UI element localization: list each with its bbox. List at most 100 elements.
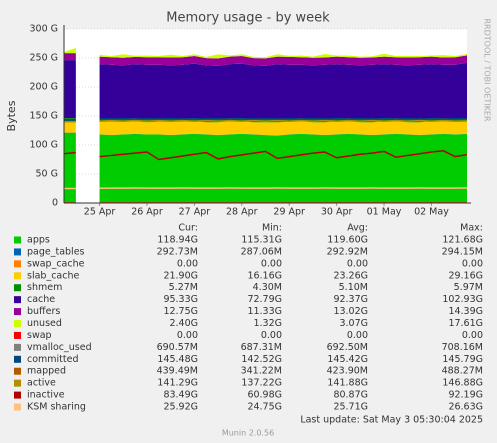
legend-min: 687.31M [241, 342, 282, 353]
legend-avg: 0.00 [347, 258, 368, 269]
legend-min: 16.16G [247, 270, 282, 281]
legend-avg: 692.50M [327, 342, 368, 353]
area [64, 53, 467, 66]
line [64, 187, 468, 190]
x-tick-label: 29 Apr [273, 207, 305, 218]
legend-swatch [14, 272, 21, 280]
legend-avg: 23.26G [333, 270, 368, 281]
last-update: Last update: Sat May 3 05:30:04 2025 [300, 415, 483, 426]
legend-label: swap [27, 330, 52, 341]
watermark: RRDTOOL / TOBI OETIKER [483, 18, 492, 121]
legend-swatch [14, 320, 21, 328]
line [64, 117, 468, 121]
legend-label: active [27, 378, 56, 389]
x-tick-label: 28 Apr [226, 207, 258, 218]
legend-max: 488.27M [442, 366, 483, 377]
y-tick-label: 300 G [29, 24, 58, 35]
legend-swatch [14, 296, 21, 304]
line [64, 119, 468, 123]
legend-max: 17.61G [448, 318, 483, 329]
legend-cur: 95.33G [163, 294, 198, 305]
legend-label: cache [27, 294, 55, 305]
area [64, 121, 467, 136]
legend-label: swap_cache [27, 258, 85, 269]
legend-cur: 5.27M [169, 282, 198, 293]
y-tick-label: 0 [52, 198, 58, 209]
legend-avg: 145.42G [327, 354, 368, 365]
legend-max: 26.63G [448, 402, 483, 413]
legend-min: 24.75G [247, 402, 282, 413]
legend-swatch [14, 284, 21, 292]
legend-cur: 21.90G [163, 270, 198, 281]
column-header: Max: [460, 223, 483, 234]
legend-swatch [14, 260, 21, 268]
legend-avg: 0.00 [347, 330, 368, 341]
legend-cur: 292.73M [157, 246, 198, 257]
x-tick-label: 02 May [414, 207, 449, 218]
legend-avg: 13.02G [333, 306, 368, 317]
legend-avg: 3.07G [339, 318, 368, 329]
legend-min: 115.31G [241, 235, 282, 246]
legend-max: 146.88G [442, 378, 483, 389]
area [64, 47, 467, 59]
chart-title: Memory usage - by week [166, 11, 330, 26]
legend-cur: 439.49M [157, 366, 198, 377]
legend-label: committed [27, 354, 79, 365]
legend-max: 92.19G [448, 390, 483, 401]
legend-min: 137.22G [241, 378, 282, 389]
legend-label: unused [27, 318, 62, 329]
legend-swatch [14, 391, 21, 399]
x-tick-label: 01 May [367, 207, 402, 218]
legend-swatch [14, 236, 21, 244]
legend-max: 145.79G [442, 354, 483, 365]
legend-avg: 92.37G [333, 294, 368, 305]
legend-max: 102.93G [442, 294, 483, 305]
legend-cur: 12.75G [163, 306, 198, 317]
legend-cur: 118.94G [157, 235, 198, 246]
legend-cur: 0.00 [177, 258, 198, 269]
legend-min: 142.52G [241, 354, 282, 365]
area [64, 132, 467, 203]
legend-cur: 2.40G [169, 318, 198, 329]
legend-max: 5.97M [454, 282, 483, 293]
legend-label: page_tables [27, 246, 85, 257]
legend-avg: 80.87G [333, 390, 368, 401]
legend-swatch [14, 379, 21, 387]
legend-min: 72.79G [247, 294, 282, 305]
legend-min: 0.00 [261, 330, 282, 341]
area [64, 60, 467, 120]
legend-min: 0.00 [261, 258, 282, 269]
legend-label: apps [27, 235, 50, 246]
legend-min: 287.06M [241, 246, 282, 257]
legend-label: mapped [27, 366, 66, 377]
legend-label: vmalloc_used [27, 342, 92, 353]
x-tick-label: 27 Apr [179, 207, 211, 218]
x-tick-label: 25 Apr [84, 207, 116, 218]
legend-min: 4.30M [253, 282, 282, 293]
legend-label: buffers [27, 306, 60, 317]
y-axis-label: Bytes [5, 100, 18, 131]
legend-max: 294.15M [442, 246, 483, 257]
y-tick-label: 200 G [29, 82, 58, 93]
legend-swatch [14, 248, 21, 256]
legend-max: 121.68G [442, 235, 483, 246]
legend-cur: 0.00 [177, 330, 198, 341]
legend-label: KSM sharing [27, 402, 86, 413]
legend-cur: 141.29G [157, 378, 198, 389]
legend-max: 0.00 [462, 330, 483, 341]
y-tick-label: 100 G [29, 140, 58, 151]
legend-min: 11.33G [247, 306, 282, 317]
y-tick-label: 50 G [36, 169, 58, 180]
legend-min: 60.98G [247, 390, 282, 401]
legend-avg: 25.71G [333, 402, 368, 413]
legend-swatch [14, 331, 21, 339]
column-header: Avg: [347, 223, 368, 234]
legend-max: 14.39G [448, 306, 483, 317]
legend-avg: 423.90M [327, 366, 368, 377]
legend-label: shmem [27, 282, 62, 293]
legend-cur: 690.57M [157, 342, 198, 353]
legend-max: 708.16M [442, 342, 483, 353]
area [64, 132, 467, 136]
legend-avg: 292.92M [327, 246, 368, 257]
